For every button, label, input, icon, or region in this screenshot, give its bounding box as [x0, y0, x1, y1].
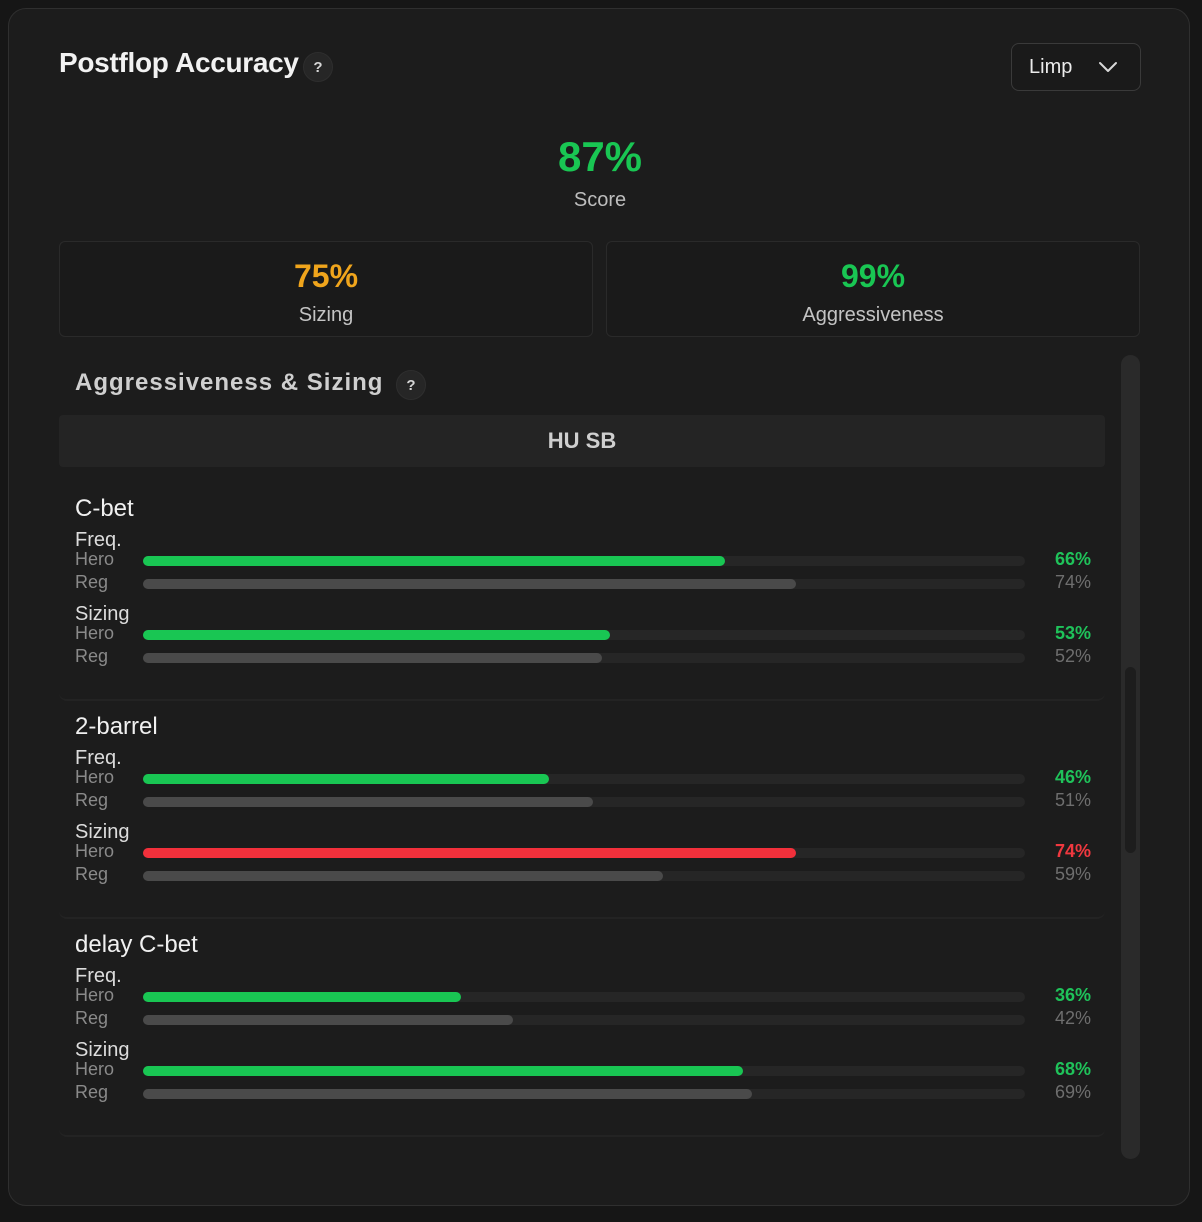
hero-label: Hero — [75, 767, 115, 787]
hero-bar-track — [143, 556, 1025, 566]
sizing-stat-label: Sizing — [298, 304, 354, 326]
reg-percent: 59% — [1054, 864, 1091, 884]
reg-percent: 74% — [1054, 572, 1091, 592]
aggressiveness-stat-label: Aggressiveness — [802, 304, 944, 326]
reg-percent: 42% — [1054, 1008, 1091, 1028]
hero-bar-fill — [143, 1066, 743, 1076]
hero-bar-track — [143, 848, 1025, 858]
reg-label: Reg — [75, 790, 109, 810]
metric-label: Freq. — [75, 747, 122, 769]
reg-bar-track — [143, 579, 1025, 589]
reg-label: Reg — [75, 1082, 109, 1102]
chevron-down-icon — [1099, 62, 1117, 72]
reg-label: Reg — [75, 1008, 109, 1028]
aggressiveness-stat-value: 99% — [840, 258, 906, 294]
stat-block-title: 2-barrel — [75, 713, 158, 740]
reg-bar-track — [143, 1089, 1025, 1099]
reg-percent: 52% — [1054, 646, 1091, 666]
hero-bar-fill — [143, 774, 549, 784]
hero-percent: 46% — [1054, 767, 1091, 787]
stat-block: delay C-bet Freq. Hero 36% Reg 42% Sizing Hero 6… — [59, 919, 1105, 1137]
hero-label: Hero — [75, 1059, 115, 1079]
hero-label: Hero — [75, 841, 115, 861]
stat-block: 2-barrel Freq. Hero 46% Reg 51% Sizing Hero 74% R… — [59, 701, 1105, 919]
reg-bar-fill — [143, 1089, 752, 1099]
metric-label: Freq. — [75, 965, 122, 987]
stat-block-title: delay C-bet — [75, 931, 198, 958]
section-title: Aggressiveness & Sizing — [75, 369, 384, 396]
sizing-stat-card: 75% Sizing — [59, 241, 593, 337]
hero-bar-track — [143, 1066, 1025, 1076]
hero-bar-fill — [143, 992, 461, 1002]
hero-bar-track — [143, 630, 1025, 640]
stat-block: C-bet Freq. Hero 66% Reg 74% Sizing Hero 53% Reg 5… — [59, 483, 1105, 701]
score-value: 87% — [557, 133, 643, 180]
hero-bar-fill — [143, 630, 610, 640]
sizing-stat-value: 75% — [293, 258, 359, 294]
reg-percent: 69% — [1054, 1082, 1091, 1102]
reg-bar-fill — [143, 579, 796, 589]
hero-bar-fill — [143, 556, 725, 566]
stat-block-title: C-bet — [75, 495, 134, 522]
score-label: Score — [573, 189, 627, 211]
aggressiveness-sizing-section: Aggressiveness & Sizing ? HU SB C-bet Fre… — [59, 355, 1111, 1167]
dropdown-selected-value: Limp — [1029, 55, 1073, 78]
hero-bar-track — [143, 992, 1025, 1002]
hero-percent: 53% — [1054, 623, 1091, 643]
position-group-header: HU SB — [59, 415, 1105, 467]
metric-label: Freq. — [75, 529, 122, 551]
hero-bar-track — [143, 774, 1025, 784]
metric-label: Sizing — [75, 821, 130, 843]
reg-label: Reg — [75, 646, 109, 666]
reg-label: Reg — [75, 864, 109, 884]
hero-percent: 36% — [1054, 985, 1091, 1005]
scrollbar[interactable] — [1121, 355, 1140, 1159]
reg-bar-fill — [143, 1015, 513, 1025]
card-title: Postflop Accuracy — [59, 47, 299, 78]
reg-bar-fill — [143, 797, 593, 807]
reg-bar-track — [143, 871, 1025, 881]
help-icon[interactable]: ? — [303, 52, 333, 82]
postflop-accuracy-card: Postflop Accuracy ? Limp 87% Score 75% S… — [8, 8, 1190, 1206]
section-help-icon[interactable]: ? — [396, 370, 426, 400]
metric-label: Sizing — [75, 603, 130, 625]
reg-bar-track — [143, 653, 1025, 663]
reg-bar-fill — [143, 871, 663, 881]
reg-label: Reg — [75, 572, 109, 592]
hero-label: Hero — [75, 549, 115, 569]
metric-label: Sizing — [75, 1039, 130, 1061]
reg-bar-track — [143, 1015, 1025, 1025]
scrollbar-thumb[interactable] — [1125, 667, 1136, 853]
game-type-dropdown[interactable]: Limp — [1011, 43, 1141, 91]
aggressiveness-stat-card: 99% Aggressiveness — [606, 241, 1140, 337]
reg-bar-fill — [143, 653, 602, 663]
hero-label: Hero — [75, 985, 115, 1005]
hero-bar-fill — [143, 848, 796, 858]
reg-bar-track — [143, 797, 1025, 807]
reg-percent: 51% — [1054, 790, 1091, 810]
hero-percent: 66% — [1054, 549, 1091, 569]
hero-label: Hero — [75, 623, 115, 643]
hero-percent: 68% — [1054, 1059, 1091, 1079]
hero-percent: 74% — [1054, 841, 1091, 861]
